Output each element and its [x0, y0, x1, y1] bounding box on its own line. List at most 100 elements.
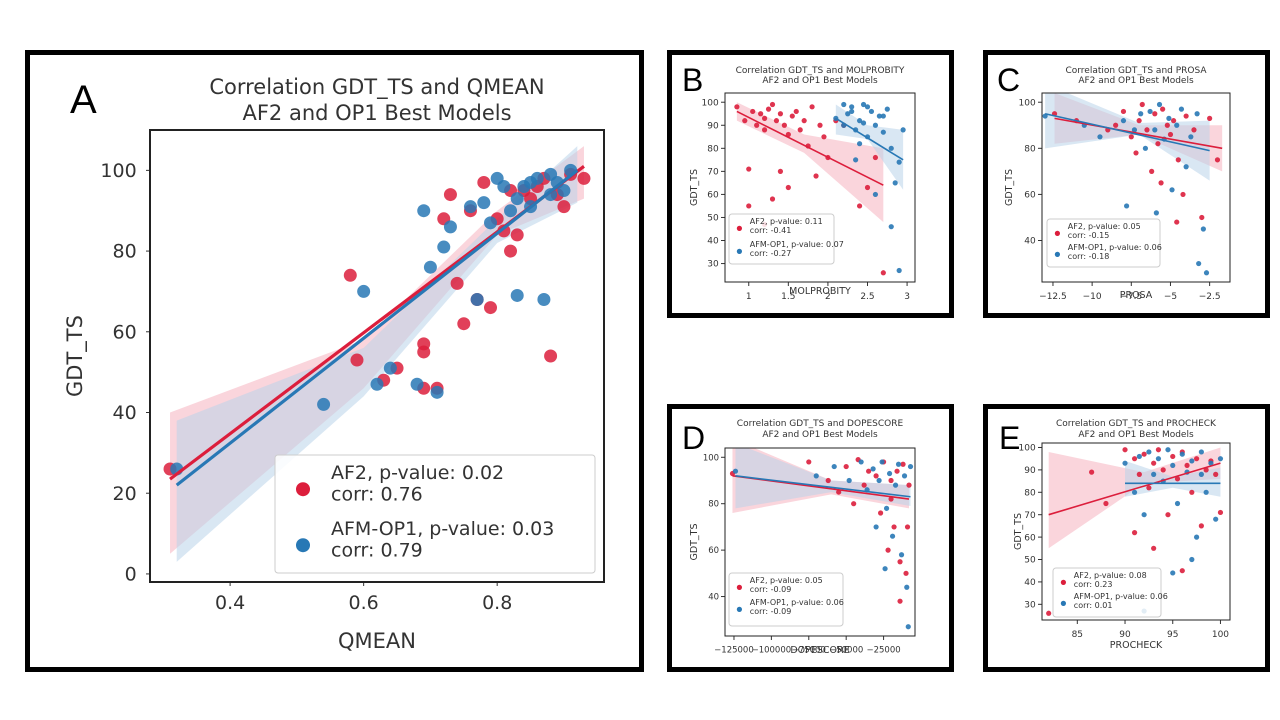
- panel-c-afm-fit-line: [1044, 112, 1210, 152]
- panel-e-y-tick-label: 40: [1024, 578, 1036, 588]
- panel-e-af2-point: [1160, 467, 1166, 473]
- panel-a-afm-point: [443, 220, 457, 234]
- panel-b-afm-point: [880, 129, 886, 135]
- panel-a-letter: A: [70, 78, 97, 122]
- panel-e-plot-area: [1046, 447, 1224, 616]
- panel-b-af2-point: [817, 122, 823, 128]
- panel-c-afm-point: [1174, 122, 1180, 128]
- panel-b-y-tick-label: 90: [707, 121, 719, 131]
- panel-b-af2-point: [777, 168, 784, 174]
- panel-e-legend-marker-afm: [1060, 600, 1066, 607]
- panel-b-af2-point: [746, 166, 752, 172]
- panel-e-afm-point: [1193, 534, 1200, 540]
- panel-e-af2-point: [1165, 512, 1171, 518]
- panel-a-y-axis-label: GDT_TS: [63, 315, 88, 397]
- panel-c-af2-point: [1183, 113, 1189, 119]
- panel-e-afm-point: [1136, 453, 1142, 460]
- panel-a-afm-point: [537, 293, 551, 306]
- panel-e-af2-point: [1151, 545, 1157, 551]
- panel-e-y-tick-label: 30: [1024, 600, 1036, 610]
- panel-e-y-axis-label: GDT_TS: [1013, 513, 1024, 550]
- panel-a-afm-point: [504, 204, 518, 218]
- panel-b-af2-point: [821, 134, 827, 140]
- panel-c-afm-point: [1156, 101, 1163, 108]
- panel-d-x-tick-label: −50000: [829, 646, 863, 656]
- panel-b-afm-point: [884, 106, 890, 112]
- panel-b-af2-point: [773, 118, 780, 124]
- panel-e-afm-point: [1203, 489, 1209, 495]
- panel-d-af2-point: [904, 524, 911, 530]
- panel-b-legend-marker-af2: [736, 225, 743, 231]
- panel-b-plot-area: [734, 101, 906, 276]
- panel-b-af2-point: [734, 104, 740, 110]
- panel-b-afm-point: [849, 104, 855, 110]
- panel-e-legend-corr-af2: corr: 0.23: [1074, 580, 1113, 589]
- panel-b-af2-point: [789, 113, 795, 119]
- panel-c-title-line: AF2 and OP1 Best Models: [1078, 76, 1194, 86]
- panel-b-afm-point: [896, 267, 902, 274]
- panel-e-x-axis-label: PROCHECK: [1110, 640, 1163, 651]
- panel-d-afm-point: [858, 459, 864, 465]
- panel-c-af2-point: [1199, 214, 1205, 221]
- panel-d-y-axis-label: GDT_TS: [689, 523, 700, 560]
- panel-e-af2-point: [1131, 456, 1138, 462]
- panel-d-af2-point: [836, 489, 842, 495]
- panel-d-letter: D: [682, 420, 706, 456]
- panel-c-af2-point: [1155, 141, 1161, 147]
- panel-b-af2-point: [856, 203, 863, 209]
- panel-d-y-tick-label: 80: [708, 500, 719, 510]
- panel-e-axes-frame: [1041, 442, 1231, 621]
- panel-c-af2-point: [1167, 131, 1174, 138]
- panel-a-af2-point: [417, 345, 431, 359]
- panel-e-afm-point: [1170, 570, 1176, 576]
- panel-b-af2-point: [801, 118, 807, 124]
- panel-b-af2-point: [765, 106, 772, 112]
- panel-e-legend-box: [1052, 567, 1162, 618]
- panel-d-afm-point: [831, 463, 837, 470]
- panel-b-y-tick-label: 40: [707, 237, 719, 247]
- panel-a-af2-point: [477, 175, 491, 189]
- panel-d-x-tick-label: −25000: [866, 646, 900, 656]
- panel-c-x-axis-label: PROSA: [1120, 290, 1153, 301]
- panel-a-afm-fit-line: [175, 169, 579, 487]
- panel-c-y-axis-label: GDT_TS: [1004, 169, 1015, 206]
- panel-b-afm-point: [860, 120, 867, 126]
- panel-a-af2-point: [510, 228, 524, 242]
- panel-b-x-tick-label: 3: [904, 292, 910, 302]
- panel-e-af2-point: [1151, 460, 1157, 466]
- panel-b-legend-label-af2: AF2, p-value: 0.11: [750, 217, 823, 226]
- panel-c-af2-point: [1113, 122, 1119, 128]
- panel-e-afm-point: [1208, 460, 1214, 466]
- panel-b-afm-point: [896, 159, 902, 165]
- panel-a-x-axis-label: QMEAN: [338, 629, 416, 653]
- panel-c-afm-point: [1166, 115, 1172, 121]
- panel-b-x-tick-label: 2: [825, 292, 831, 302]
- panel-d-y-tick-label: 60: [708, 546, 719, 556]
- panel-e-afm-point: [1155, 456, 1162, 462]
- panel-b-af2-point: [746, 203, 752, 209]
- panel-d-af2-point: [894, 468, 900, 474]
- panel-d-af2-point: [843, 463, 849, 470]
- panel-d-legend-box: [728, 572, 844, 627]
- panel-a-afm-point: [423, 260, 437, 274]
- panel-e-afm-point: [1217, 456, 1224, 462]
- panel-b-title-line: AF2 and OP1 Best Models: [762, 76, 878, 86]
- panel-a-af2-point: [577, 171, 591, 185]
- panel-e-af2-point: [1189, 489, 1195, 495]
- panel-e-x-tick-label: 85: [1072, 630, 1083, 640]
- panel-b-legend-marker-afm: [736, 248, 743, 254]
- panel-c-y-tick-label: 100: [1019, 98, 1036, 108]
- panel-e-legend-corr-afm: corr: 0.01: [1074, 601, 1113, 610]
- panel-e-title-line: Correlation GDT_TS and PROCHECK: [1056, 419, 1217, 429]
- panel-e-af2-point: [1170, 453, 1176, 460]
- panel-b-af2-point: [750, 108, 756, 115]
- panel-d-legend-label-af2: AF2, p-value: 0.05: [750, 576, 823, 585]
- panel-b-afm-point: [856, 141, 863, 147]
- panel-c-letter: C: [997, 62, 1021, 98]
- panel-d-plot-area: [729, 448, 914, 630]
- panel-a-afm-point: [437, 240, 451, 254]
- panel-b-y-axis-label: GDT_TS: [689, 169, 700, 206]
- panel-b-y-tick-label: 30: [707, 260, 719, 270]
- panel-e-afm-point: [1170, 462, 1176, 469]
- panel-e-af2-point: [1046, 610, 1052, 616]
